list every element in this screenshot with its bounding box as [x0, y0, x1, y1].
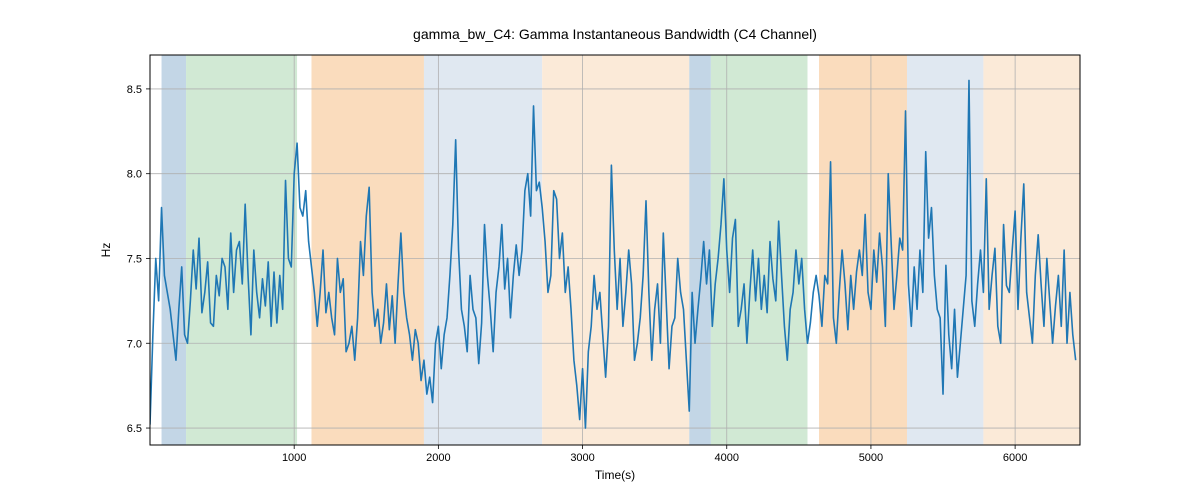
- x-tick-label: 6000: [1003, 452, 1027, 464]
- x-tick-label: 5000: [859, 452, 883, 464]
- region-span-6: [711, 55, 808, 445]
- region-span-0: [162, 55, 187, 445]
- chart-title: gamma_bw_C4: Gamma Instantaneous Bandwid…: [413, 26, 817, 42]
- x-tick-label: 4000: [715, 452, 739, 464]
- y-tick-label: 8.5: [127, 84, 142, 96]
- y-tick-label: 6.5: [127, 423, 142, 435]
- y-tick-label: 8.0: [127, 169, 142, 181]
- y-tick-label: 7.0: [127, 338, 142, 350]
- x-axis-label: Time(s): [595, 468, 635, 482]
- x-tick-label: 2000: [426, 452, 450, 464]
- region-span-9: [983, 55, 1080, 445]
- x-tick-label: 3000: [570, 452, 594, 464]
- y-axis-label: Hz: [99, 243, 113, 258]
- plot-area: [150, 55, 1080, 445]
- chart-container: 1000 2000 3000 4000 5000 6000 6.5 7.0 7.5 8.0 8.5 T…: [0, 0, 1200, 500]
- region-span-5: [689, 55, 711, 445]
- region-span-1: [186, 55, 297, 445]
- line-chart: 1000 2000 3000 4000 5000 6000 6.5 7.0 7.5 8.0 8.5 T…: [0, 0, 1200, 500]
- region-span-4: [542, 55, 689, 445]
- x-tick-label: 1000: [282, 452, 306, 464]
- y-tick-label: 7.5: [127, 253, 142, 265]
- region-span-2: [311, 55, 423, 445]
